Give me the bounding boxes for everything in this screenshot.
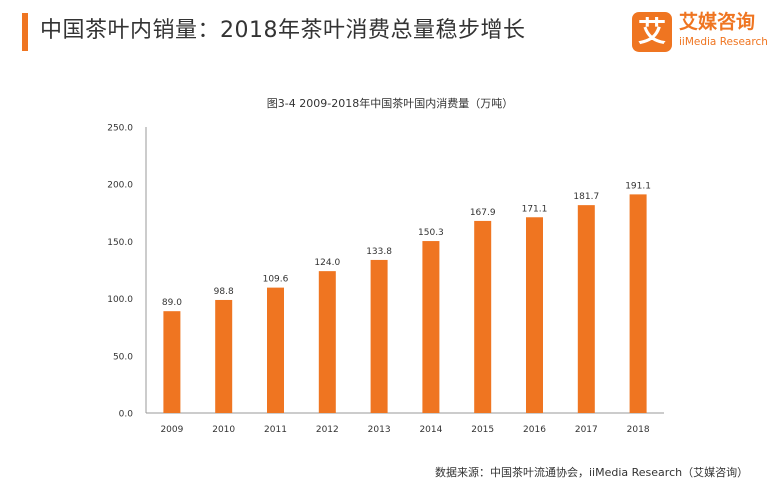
bar-2018 — [629, 194, 647, 413]
y-tick-label: 50.0 — [113, 352, 133, 362]
bar-2012 — [318, 271, 336, 413]
bar-2013 — [370, 259, 388, 413]
iimedia-logo: 艾 艾媒咨询 iiMedia Research — [632, 10, 768, 54]
x-tick-label-2010: 2010 — [212, 425, 235, 435]
chart-title: 图3-4 2009-2018年中国茶叶国内消费量（万吨） — [267, 96, 513, 110]
x-tick-label-2011: 2011 — [264, 425, 287, 435]
x-tick-label-2009: 2009 — [160, 425, 183, 435]
data-label-2014: 150.3 — [418, 228, 444, 238]
y-tick-label: 200.0 — [107, 181, 133, 191]
bar-2010 — [215, 299, 233, 413]
data-label-2017: 181.7 — [573, 192, 599, 202]
bar-2016 — [526, 217, 543, 413]
data-label-2015: 167.9 — [470, 208, 496, 218]
data-label-2016: 171.1 — [522, 204, 548, 214]
x-tick-label-2016: 2016 — [523, 425, 546, 435]
data-label-2011: 109.6 — [263, 275, 289, 285]
y-tick-label: 250.0 — [107, 124, 133, 134]
x-tick-label-2012: 2012 — [316, 425, 339, 435]
bar-2011 — [267, 287, 284, 413]
data-label-2018: 191.1 — [625, 181, 651, 191]
y-tick-label: 150.0 — [107, 238, 133, 248]
data-label-2010: 98.8 — [214, 287, 234, 297]
logo-mark-icon: 艾 — [632, 12, 672, 52]
x-tick-label-2013: 2013 — [368, 425, 391, 435]
page-title: 中国茶叶内销量：2018年茶叶消费总量稳步增长 — [40, 18, 526, 43]
data-label-2012: 124.0 — [314, 258, 340, 268]
x-tick-label-2017: 2017 — [575, 425, 598, 435]
x-tick-label-2015: 2015 — [471, 425, 494, 435]
y-tick-label: 0.0 — [119, 410, 134, 420]
y-tick-label: 100.0 — [107, 295, 133, 305]
bar-2017 — [577, 205, 595, 413]
y-axis: 0.0 50.0 100.0 150.0 200.0 250.0 — [107, 124, 147, 420]
x-tick-label-2018: 2018 — [627, 425, 650, 435]
bar-2015 — [474, 220, 492, 413]
bar-series: 89.0 98.8 109.6 124.0 133.8 150.3 167.9 171.1 18… — [162, 181, 651, 413]
data-label-2009: 89.0 — [162, 298, 182, 308]
source-note: 数据来源：中国茶叶流通协会，iiMedia Research（艾媒咨询） — [435, 466, 749, 479]
logo-name-en: iiMedia Research — [679, 36, 768, 48]
x-axis: 2009 2010 2011 2012 2013 2014 2015 2016 2017 2018 — [146, 412, 664, 435]
bar-2009 — [163, 311, 181, 413]
data-label-2013: 133.8 — [366, 247, 392, 257]
header: 中国茶叶内销量：2018年茶叶消费总量稳步增长 艾 艾媒咨询 iiMedia R… — [0, 0, 769, 62]
logo-name-cn: 艾媒咨询 — [679, 11, 756, 33]
bar-2014 — [422, 241, 440, 413]
title-accent-bar — [22, 13, 28, 51]
x-tick-label-2014: 2014 — [419, 425, 442, 435]
